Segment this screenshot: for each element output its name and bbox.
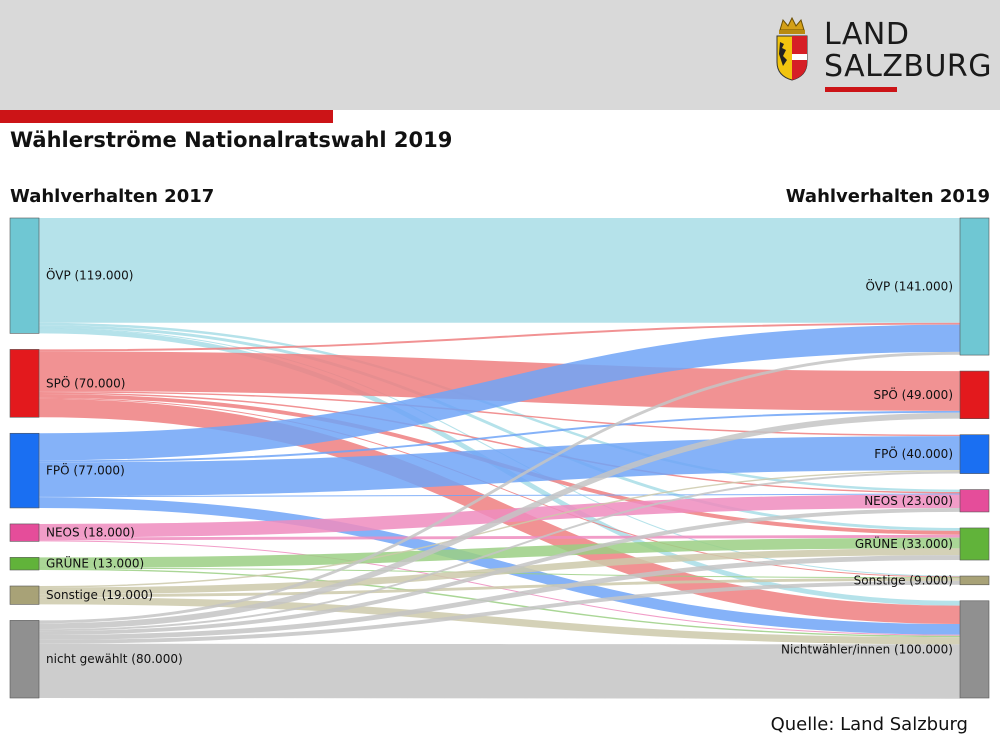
- node-layer: [9, 217, 990, 699]
- node-label-son19: Sonstige (9.000): [854, 573, 953, 587]
- node-nw19: [959, 600, 990, 699]
- node-label-nw19: Nichtwähler/innen (100.000): [781, 642, 953, 656]
- logo-line-salzburg: SALZBURG: [824, 49, 993, 84]
- flow-fpo17-to-spo19: [38, 410, 961, 463]
- flow-spo17-to-neos19: [38, 392, 961, 494]
- flow-nw17-to-son19: [38, 580, 961, 644]
- flow-son17-to-fpo19: [38, 470, 961, 588]
- header-accent-bar: [0, 110, 333, 123]
- left-column-heading: Wahlverhalten 2017: [10, 186, 215, 207]
- flow-nw17-to-ovp19: [38, 351, 961, 624]
- node-fpo17: [9, 432, 40, 509]
- node-son17: [9, 585, 40, 605]
- flow-spo17-to-fpo19: [38, 391, 961, 437]
- node-label-gru19: GRÜNE (33.000): [855, 535, 953, 551]
- node-label-ovp17: ÖVP (119.000): [46, 267, 133, 283]
- node-label-spo17: SPÖ (70.000): [46, 374, 125, 390]
- node-label-neos17: NEOS (18.000): [46, 526, 135, 540]
- logo-underline: [825, 87, 897, 92]
- node-label-son17: Sonstige (19.000): [46, 588, 153, 602]
- flow-fpo17-to-neos19: [38, 493, 961, 498]
- flow-nw17-to-neos19: [38, 508, 961, 635]
- land-salzburg-logo: LAND SALZBURG: [774, 16, 993, 96]
- flow-gru17-to-gru19: [38, 537, 961, 569]
- node-neos19: [959, 489, 990, 513]
- coat-of-arms-icon: [776, 16, 808, 81]
- node-gru19: [959, 527, 990, 561]
- flow-fpo17-to-ovp19: [38, 324, 961, 461]
- flow-gru17-to-nw19: [38, 568, 961, 638]
- right-column-heading: Wahlverhalten 2019: [785, 186, 990, 207]
- node-label-fpo19: FPÖ (40.000): [874, 445, 953, 461]
- node-label-fpo17: FPÖ (77.000): [46, 462, 125, 478]
- flow-neos17-to-neos19: [38, 494, 961, 538]
- flow-fpo17-to-nw19: [38, 497, 961, 635]
- node-label-nw17: nicht gewählt (80.000): [46, 652, 183, 666]
- node-fpo19: [959, 434, 990, 474]
- node-spo19: [959, 370, 990, 420]
- flow-spo17-to-ovp19: [38, 322, 961, 352]
- label-layer: ÖVP (119.000) SPÖ (70.000) FPÖ (77.000) NEO…: [46, 267, 953, 667]
- node-label-spo19: SPÖ (49.000): [874, 386, 953, 402]
- logo-line-land: LAND: [824, 17, 910, 52]
- node-gru17: [9, 557, 40, 571]
- node-neos17: [9, 523, 40, 542]
- node-son19: [959, 575, 990, 586]
- flow-son17-to-son19: [38, 577, 961, 598]
- flow-fpo17-to-fpo19: [38, 436, 961, 497]
- flow-son17-to-nw19: [38, 597, 961, 645]
- flow-neos17-to-gru19: [38, 534, 961, 541]
- flow-nw17-to-spo19: [38, 412, 961, 630]
- flow-nw17-to-nw19: [38, 643, 961, 699]
- node-label-gru17: GRÜNE (13.000): [46, 555, 144, 571]
- node-nw17: [9, 620, 40, 699]
- page-title: Wählerströme Nationalratswahl 2019: [10, 128, 453, 152]
- flow-nw17-to-gru19: [38, 555, 961, 640]
- flow-nw17-to-fpo19: [38, 471, 961, 632]
- node-label-neos19: NEOS (23.000): [864, 494, 953, 508]
- flow-layer: [38, 218, 961, 699]
- node-ovp19: [959, 217, 990, 356]
- node-spo17: [9, 349, 40, 418]
- source-note: Quelle: Land Salzburg: [770, 714, 968, 735]
- node-ovp17: [9, 217, 40, 334]
- node-label-ovp19: ÖVP (141.000): [866, 278, 953, 294]
